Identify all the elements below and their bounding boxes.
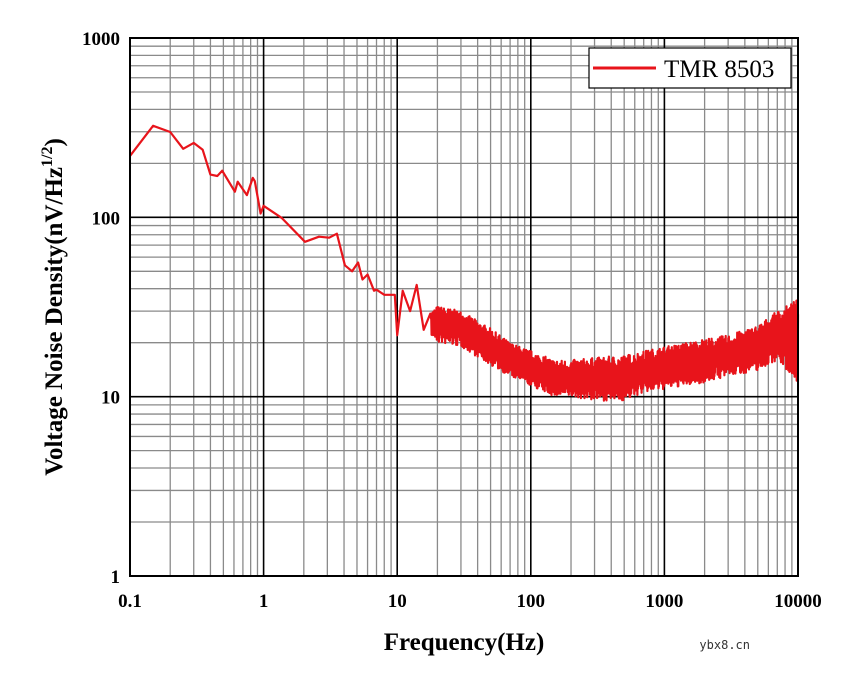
y-tick-label: 1000 bbox=[82, 29, 120, 50]
tick-labels: 0.1 1 10 100 1000 10000 1 10 100 1000 bbox=[82, 29, 822, 612]
x-axis-label: Frequency(Hz) bbox=[384, 629, 545, 656]
watermark: ybx8.cn bbox=[699, 638, 750, 652]
x-tick-label: 0.1 bbox=[118, 591, 142, 612]
x-tick-label: 1 bbox=[259, 591, 269, 612]
y-tick-label: 1 bbox=[111, 567, 121, 588]
x-tick-label: 10 bbox=[388, 591, 407, 612]
grid bbox=[129, 37, 799, 577]
x-tick-label: 1000 bbox=[645, 591, 683, 612]
series-tmr-8503 bbox=[129, 124, 800, 402]
y-tick-label: 100 bbox=[92, 208, 121, 229]
x-tick-label: 100 bbox=[517, 591, 546, 612]
legend: TMR 8503 bbox=[588, 47, 792, 89]
x-tick-label: 10000 bbox=[774, 591, 822, 612]
y-axis-label: Voltage Noise Density(nV/Hz1/2) bbox=[39, 138, 68, 476]
series-line bbox=[129, 124, 800, 402]
plot-frame bbox=[129, 37, 799, 577]
legend-box bbox=[588, 47, 792, 89]
legend-label: TMR 8503 bbox=[664, 56, 774, 83]
y-tick-label: 10 bbox=[101, 388, 120, 409]
